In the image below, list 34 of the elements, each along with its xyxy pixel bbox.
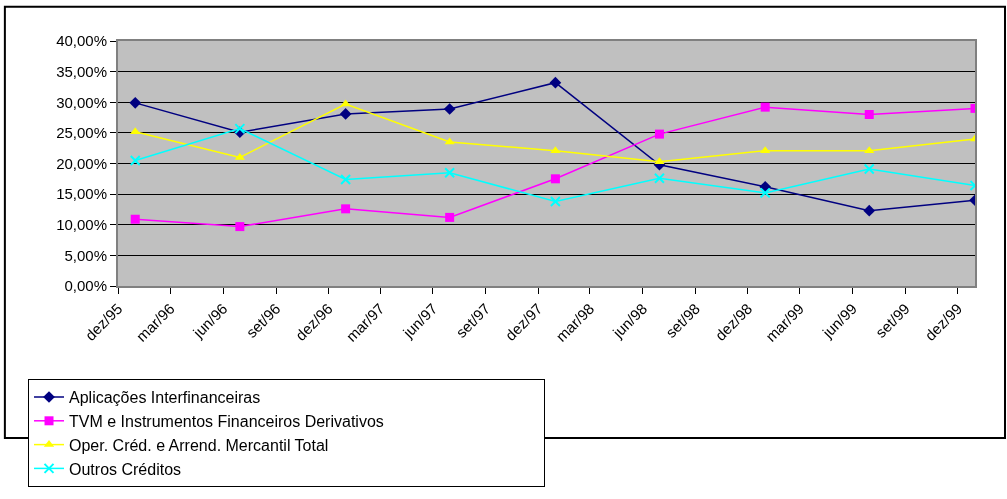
point bbox=[130, 214, 140, 224]
point bbox=[444, 167, 456, 179]
point bbox=[863, 204, 876, 217]
point bbox=[341, 204, 351, 214]
y-tick-label: 25,00% bbox=[56, 124, 107, 142]
point bbox=[760, 102, 770, 112]
point bbox=[129, 154, 141, 166]
point bbox=[549, 76, 562, 89]
point bbox=[550, 174, 560, 184]
legend-label: Outros Créditos bbox=[69, 460, 182, 478]
y-tick-label: 15,00% bbox=[56, 185, 107, 203]
point bbox=[654, 129, 664, 139]
point bbox=[235, 222, 245, 232]
point bbox=[339, 108, 352, 120]
point bbox=[445, 212, 455, 222]
y-tick-label: 35,00% bbox=[56, 62, 107, 80]
point bbox=[443, 103, 456, 115]
legend-label: Oper. Créd. e Arrend. Mercantil Total bbox=[69, 436, 329, 454]
point bbox=[340, 173, 352, 185]
point bbox=[759, 187, 771, 199]
legend-label: Aplicações Interfinanceiras bbox=[69, 389, 261, 407]
y-tick-label: 30,00% bbox=[56, 93, 107, 111]
y-tick-label: 0,00% bbox=[64, 277, 107, 295]
y-tick-label: 20,00% bbox=[56, 154, 107, 172]
point bbox=[129, 97, 142, 109]
y-tick-label: 10,00% bbox=[56, 216, 107, 233]
point bbox=[549, 195, 561, 207]
point bbox=[863, 163, 875, 175]
y-tick-label: 5,00% bbox=[64, 246, 107, 264]
point bbox=[234, 123, 246, 135]
legend-label: TVM e Instrumentos Financeiros Derivativos bbox=[69, 413, 384, 431]
point bbox=[864, 110, 874, 119]
y-tick-label: 40,00% bbox=[56, 32, 107, 50]
point bbox=[653, 172, 665, 184]
